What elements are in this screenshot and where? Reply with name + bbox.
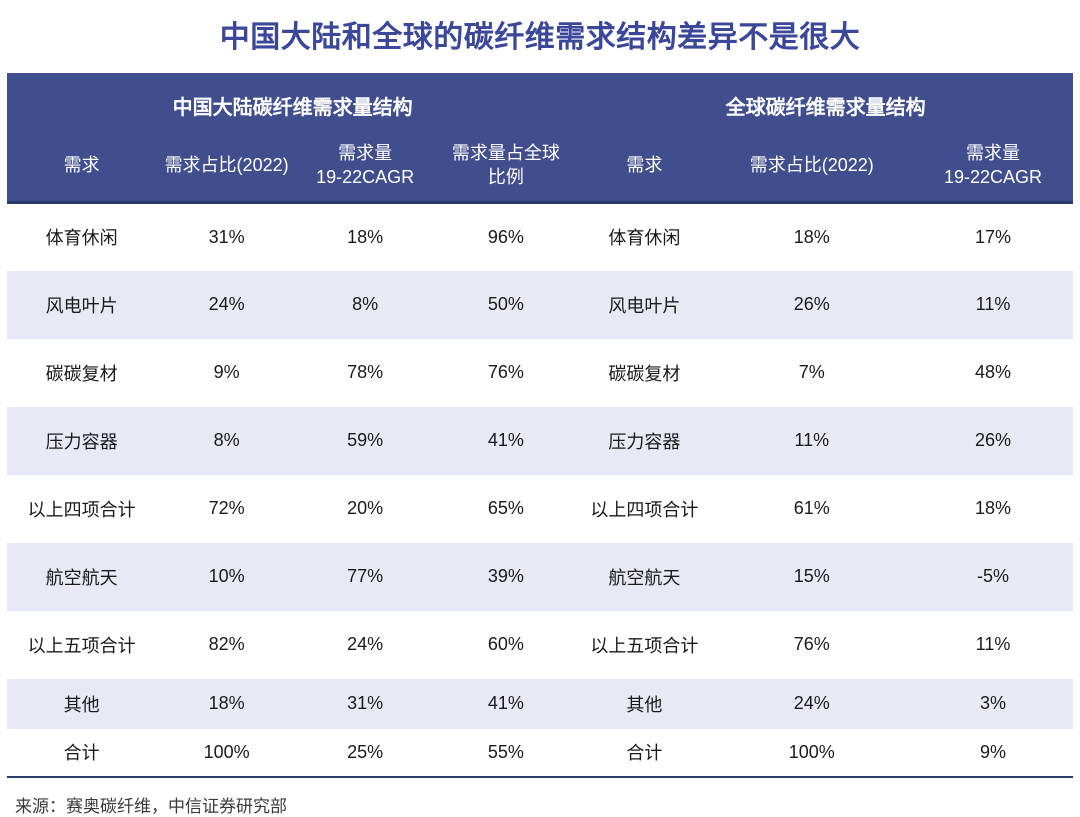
row-label: 压力容器 xyxy=(45,431,118,452)
table-row: 风电叶片 24% 8% 50% 风电叶片 26% 11% xyxy=(7,270,1073,339)
value-cell: 18% xyxy=(793,226,830,247)
value-cell: 100% xyxy=(788,741,835,762)
value-cell: 9% xyxy=(980,741,1007,762)
value-cell: 11% xyxy=(975,634,1011,654)
value-cell: 41% xyxy=(487,693,524,713)
column-header-cagr-cn: 需求量 19-22CAGR xyxy=(296,129,434,204)
row-label: 其他 xyxy=(626,694,663,715)
value-cell: 24% xyxy=(208,294,245,314)
value-cell: 15% xyxy=(793,566,830,586)
value-cell: 96% xyxy=(487,226,524,247)
row-label: 碳碳复材 xyxy=(608,363,681,384)
value-cell: 76% xyxy=(487,362,524,382)
row-label: 航空航天 xyxy=(608,567,681,588)
value-cell: 60% xyxy=(487,634,524,654)
table-row: 合计 100% 25% 55% 合计 100% 9% xyxy=(7,728,1073,777)
value-cell: 8% xyxy=(352,294,379,314)
value-cell: 39% xyxy=(487,566,524,586)
column-header-row: 需求 需求占比(2022) 需求量 19-22CAGR 需求量占全球 比例 需求… xyxy=(7,129,1073,204)
source-note: 来源：赛奥碳纤维，中信证券研究部 xyxy=(15,796,287,816)
value-cell: 25% xyxy=(347,741,384,762)
row-label: 以上四项合计 xyxy=(590,499,699,520)
value-cell: 72% xyxy=(208,498,245,518)
value-cell: 24% xyxy=(347,634,384,654)
row-label: 压力容器 xyxy=(608,431,681,452)
table-header: 中国大陆碳纤维需求量结构 全球碳纤维需求量结构 需求 需求占比(2022) 需求… xyxy=(7,73,1073,204)
value-cell: 65% xyxy=(487,498,524,518)
value-cell: 31% xyxy=(347,693,384,713)
row-label: 合计 xyxy=(626,743,663,763)
carbon-fiber-demand-table: 中国大陆碳纤维需求量结构 全球碳纤维需求量结构 需求 需求占比(2022) 需求… xyxy=(7,73,1073,778)
row-label: 以上四项合计 xyxy=(27,499,136,520)
value-cell: 77% xyxy=(347,566,384,586)
value-cell: 3% xyxy=(980,693,1007,713)
value-cell: 100% xyxy=(203,741,250,762)
value-cell: 18% xyxy=(208,693,245,713)
value-cell: 61% xyxy=(793,498,830,518)
table-row: 以上五项合计 82% 24% 60% 以上五项合计 76% 11% xyxy=(7,610,1073,679)
value-cell: 26% xyxy=(975,430,1012,450)
value-cell: 11% xyxy=(794,430,830,450)
value-cell: 41% xyxy=(487,430,524,450)
value-cell: 11% xyxy=(975,294,1011,314)
value-cell: 31% xyxy=(208,226,245,247)
value-cell: 82% xyxy=(208,634,245,654)
column-header-demand-cn: 需求 xyxy=(7,129,157,204)
value-cell: 76% xyxy=(793,634,830,654)
value-cell: 55% xyxy=(487,741,524,762)
table-row: 压力容器 8% 59% 41% 压力容器 11% 26% xyxy=(7,406,1073,475)
row-label: 体育休闲 xyxy=(45,228,118,249)
row-label: 风电叶片 xyxy=(45,295,118,316)
table-row: 航空航天 10% 77% 39% 航空航天 15% -5% xyxy=(7,542,1073,611)
group-header-global: 全球碳纤维需求量结构 xyxy=(578,73,1073,129)
column-header-share-2022-cn: 需求占比(2022) xyxy=(156,129,297,204)
row-label: 合计 xyxy=(63,743,100,763)
value-cell: 24% xyxy=(793,693,830,713)
value-cell: 18% xyxy=(975,498,1012,518)
value-cell: 9% xyxy=(213,362,240,382)
table-body: 体育休闲 31% 18% 96% 体育休闲 18% 17% 风电叶片 24% 8% 50% 风电叶片 2… xyxy=(7,202,1073,777)
row-label: 风电叶片 xyxy=(608,295,681,316)
value-cell: 8% xyxy=(213,430,240,450)
row-label: 体育休闲 xyxy=(608,228,681,249)
value-cell: 18% xyxy=(347,226,384,247)
row-label: 以上五项合计 xyxy=(27,635,136,656)
row-label: 其他 xyxy=(63,694,100,715)
group-header-row: 中国大陆碳纤维需求量结构 全球碳纤维需求量结构 xyxy=(7,73,1073,129)
table-row: 以上四项合计 72% 20% 65% 以上四项合计 61% 18% xyxy=(7,474,1073,543)
column-header-cagr-global: 需求量 19-22CAGR xyxy=(913,129,1073,204)
column-header-global-ratio-cn: 需求量占全球 比例 xyxy=(433,129,579,204)
value-cell: 59% xyxy=(347,430,384,450)
column-header-share-2022-global: 需求占比(2022) xyxy=(710,129,914,204)
row-label: 碳碳复材 xyxy=(45,363,118,384)
table-row: 碳碳复材 9% 78% 76% 碳碳复材 7% 48% xyxy=(7,338,1073,407)
table-row: 其他 18% 31% 41% 其他 24% 3% xyxy=(7,678,1073,729)
value-cell: -5% xyxy=(977,566,1010,586)
group-header-china: 中国大陆碳纤维需求量结构 xyxy=(7,73,579,129)
value-cell: 50% xyxy=(487,294,524,314)
value-cell: 17% xyxy=(975,226,1012,247)
value-cell: 7% xyxy=(798,362,825,382)
row-label: 以上五项合计 xyxy=(590,635,699,656)
row-label: 航空航天 xyxy=(45,567,118,588)
value-cell: 10% xyxy=(208,566,245,586)
value-cell: 78% xyxy=(347,362,384,382)
value-cell: 26% xyxy=(793,294,830,314)
value-cell: 48% xyxy=(975,362,1012,382)
page-title: 中国大陆和全球的碳纤维需求结构差异不是很大 xyxy=(219,21,861,54)
value-cell: 20% xyxy=(347,498,384,518)
column-header-demand-global: 需求 xyxy=(578,129,711,204)
table-row: 体育休闲 31% 18% 96% 体育休闲 18% 17% xyxy=(7,202,1073,271)
